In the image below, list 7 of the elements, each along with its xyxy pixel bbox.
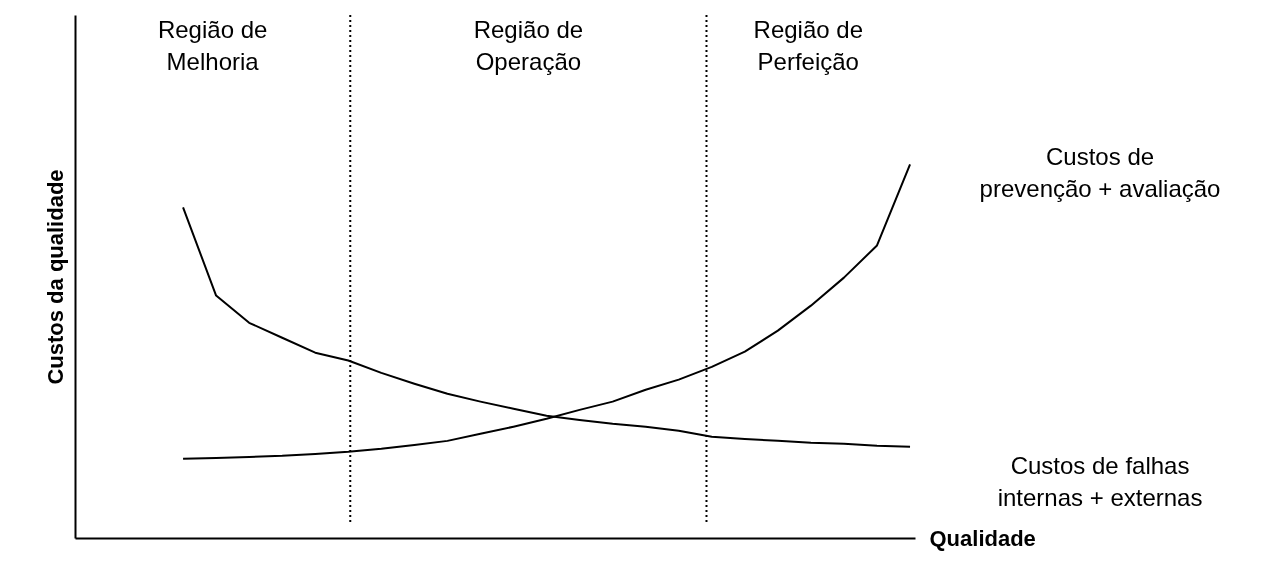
text: Região de Operação xyxy=(473,16,584,75)
text: Custos de falhas internas + externas xyxy=(997,451,1203,511)
x-axis-title: Qualidade xyxy=(929,525,1036,551)
text: Região de Perfeição xyxy=(753,16,863,75)
text: Custos de prevenção + avaliação xyxy=(979,143,1221,203)
y-axis-title: Custos da qualidade xyxy=(42,169,68,385)
text: Região de Melhoria xyxy=(157,16,268,75)
